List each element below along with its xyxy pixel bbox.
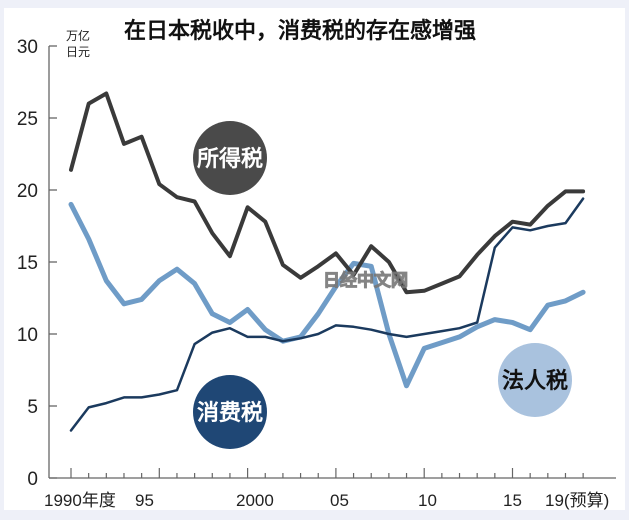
consumption-tax-label: 消费税 — [197, 400, 263, 426]
x-axis-ticks — [70, 468, 584, 478]
unit-label-line2: 日元 — [66, 45, 90, 59]
y-label-0: 0 — [27, 469, 38, 490]
y-label-10: 10 — [17, 325, 38, 346]
unit-label-line1: 万亿 — [66, 28, 90, 43]
income-tax-line — [69, 91, 586, 295]
income-tax-badge: 所得税 — [193, 121, 267, 195]
chart-title: 在日本税收中，消费税的存在感增强 — [124, 18, 476, 44]
consumption-tax-badge: 消费税 — [193, 375, 267, 449]
x-label-10: 10 — [418, 491, 437, 510]
y-label-15: 15 — [17, 253, 38, 274]
consumption-tax-line — [69, 197, 585, 432]
corporate-tax-badge: 法人税 — [498, 343, 572, 417]
y-label-20: 20 — [17, 181, 38, 202]
x-label-05: 05 — [330, 491, 349, 510]
y-label-25: 25 — [17, 109, 38, 130]
x-tick-labels: 1990年度 95 2000 05 10 15 19(预算) — [44, 491, 609, 510]
y-axis-ticks — [49, 45, 57, 479]
corporate-tax-label: 法人税 — [502, 368, 568, 394]
x-label-1990: 1990年度 — [44, 491, 116, 510]
y-label-30: 30 — [17, 37, 38, 58]
x-label-2000: 2000 — [236, 491, 274, 510]
chart-card — [4, 8, 625, 510]
y-label-5: 5 — [27, 397, 38, 418]
x-label-19: 19(预算) — [545, 491, 609, 510]
corporate-tax-line — [68, 201, 586, 389]
y-tick-labels: 30 25 20 15 10 5 0 — [17, 37, 38, 490]
x-label-15: 15 — [503, 491, 522, 510]
income-tax-label: 所得税 — [197, 146, 263, 172]
watermark: 日经中文网 — [323, 270, 408, 291]
x-label-95: 95 — [135, 491, 154, 510]
